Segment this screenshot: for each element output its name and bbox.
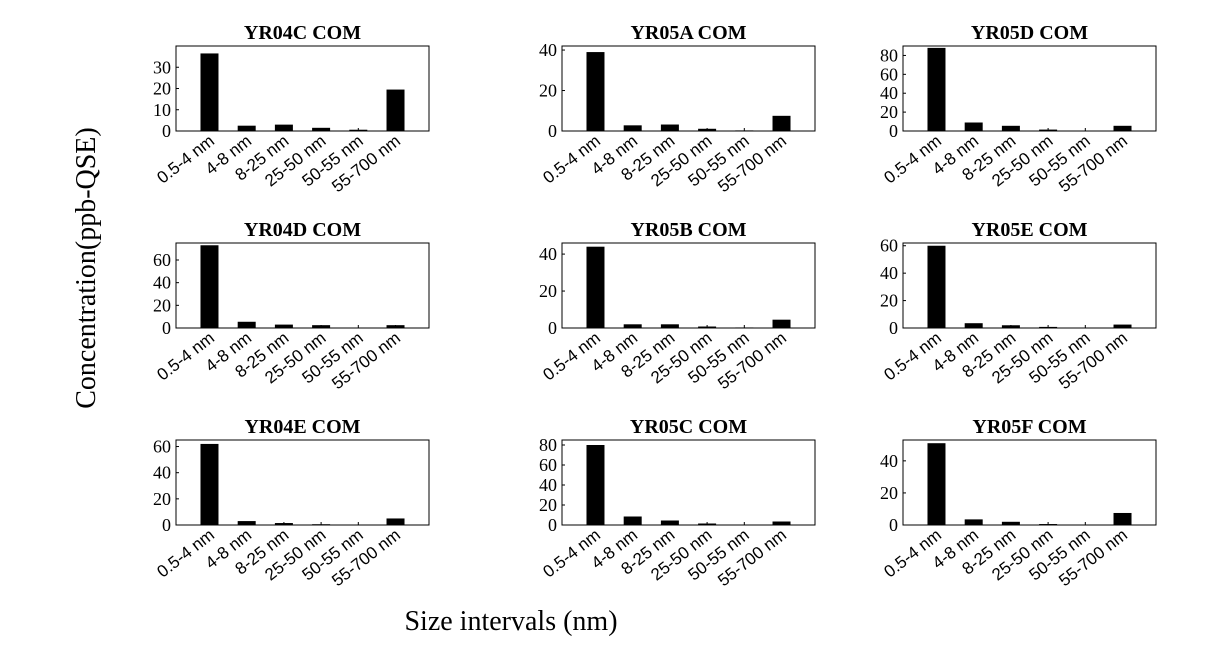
panel-title: YR05A COM [630,22,746,44]
y-tick-label: 0 [889,318,898,338]
y-tick-label: 40 [539,40,557,60]
bar [1113,512,1132,525]
bar [586,52,605,132]
axes-frame [561,439,816,526]
panel-title: YR05F COM [972,416,1086,438]
bar [200,245,219,328]
bar [586,445,605,525]
y-tick-label: 20 [153,295,171,315]
y-tick-label: 20 [539,495,557,515]
bar [200,53,219,131]
y-axis-title: Concentration(ppb-QSE) [71,127,102,409]
axes-frame [175,45,430,132]
y-tick-label: 0 [162,121,171,141]
panel-title: YR04D COM [244,219,361,241]
panel-title: YR05E COM [971,219,1087,241]
y-tick-label: 0 [162,318,171,338]
y-tick-label: 60 [153,437,171,457]
y-tick-label: 40 [153,463,171,483]
panel-title: YR05D COM [971,22,1088,44]
axes-frame [561,45,816,132]
axes-frame [902,45,1157,132]
y-tick-label: 20 [880,102,898,122]
y-tick-label: 20 [539,81,557,101]
y-tick-label: 40 [153,273,171,293]
axes-frame [175,242,430,329]
y-tick-label: 10 [153,100,171,120]
bar [927,47,946,132]
axes-frame [561,242,816,329]
panel-title: YR04C COM [244,22,361,44]
y-tick-label: 20 [539,281,557,301]
y-tick-label: 60 [539,455,557,475]
y-tick-label: 0 [548,318,557,338]
y-tick-label: 20 [880,483,898,503]
axes-frame [902,439,1157,526]
panel-title: YR05B COM [630,219,746,241]
y-tick-label: 40 [880,83,898,103]
x-axis-title: Size intervals (nm) [404,606,617,637]
y-tick-label: 20 [880,291,898,311]
y-tick-label: 0 [889,121,898,141]
y-tick-label: 0 [548,515,557,535]
panel-title: YR04E COM [244,416,360,438]
bar [772,115,791,131]
y-tick-label: 60 [880,64,898,84]
y-tick-label: 60 [153,250,171,270]
bar [660,124,679,131]
axes-frame [902,242,1157,329]
axes-frame [175,439,430,526]
y-tick-label: 20 [153,489,171,509]
bar [237,321,256,328]
panel-title: YR05C COM [630,416,747,438]
y-tick-label: 20 [153,79,171,99]
y-tick-label: 40 [880,451,898,471]
y-tick-label: 40 [880,263,898,283]
y-tick-label: 0 [162,515,171,535]
bar [927,443,946,525]
y-tick-label: 40 [539,475,557,495]
bar [927,245,946,328]
bar [964,122,983,131]
y-tick-label: 0 [889,515,898,535]
y-tick-label: 0 [548,121,557,141]
bar [274,124,293,131]
bar [386,518,405,525]
bar [586,246,605,328]
y-tick-label: 80 [539,435,557,455]
y-tick-label: 30 [153,57,171,77]
y-tick-label: 80 [880,45,898,65]
y-tick-label: 60 [880,236,898,256]
bar [386,89,405,131]
bar [772,319,791,328]
bar [623,516,642,525]
bar [200,443,219,525]
y-tick-label: 40 [539,244,557,264]
